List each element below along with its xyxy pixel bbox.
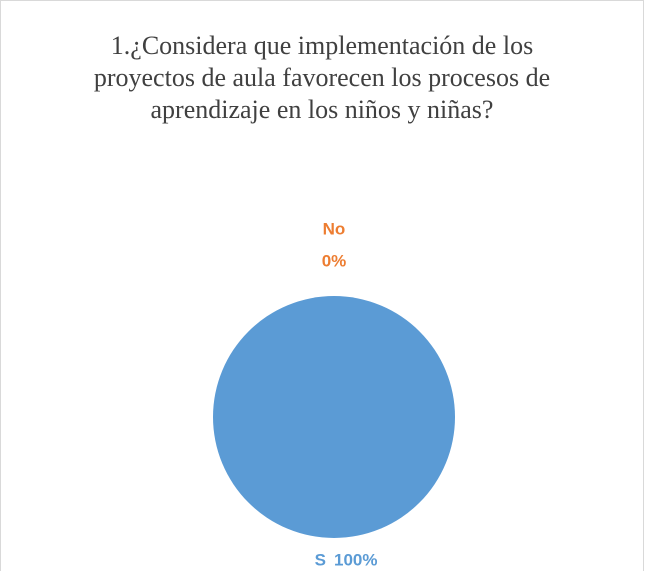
data-label-value: 0% (322, 251, 347, 270)
chart-title: 1.¿Considera que implementación de los p… (93, 31, 551, 124)
data-label-name: S (315, 550, 326, 569)
data-label-value: 100% (334, 550, 377, 569)
data-label-name: No (323, 219, 346, 238)
pie-slice (213, 296, 455, 538)
